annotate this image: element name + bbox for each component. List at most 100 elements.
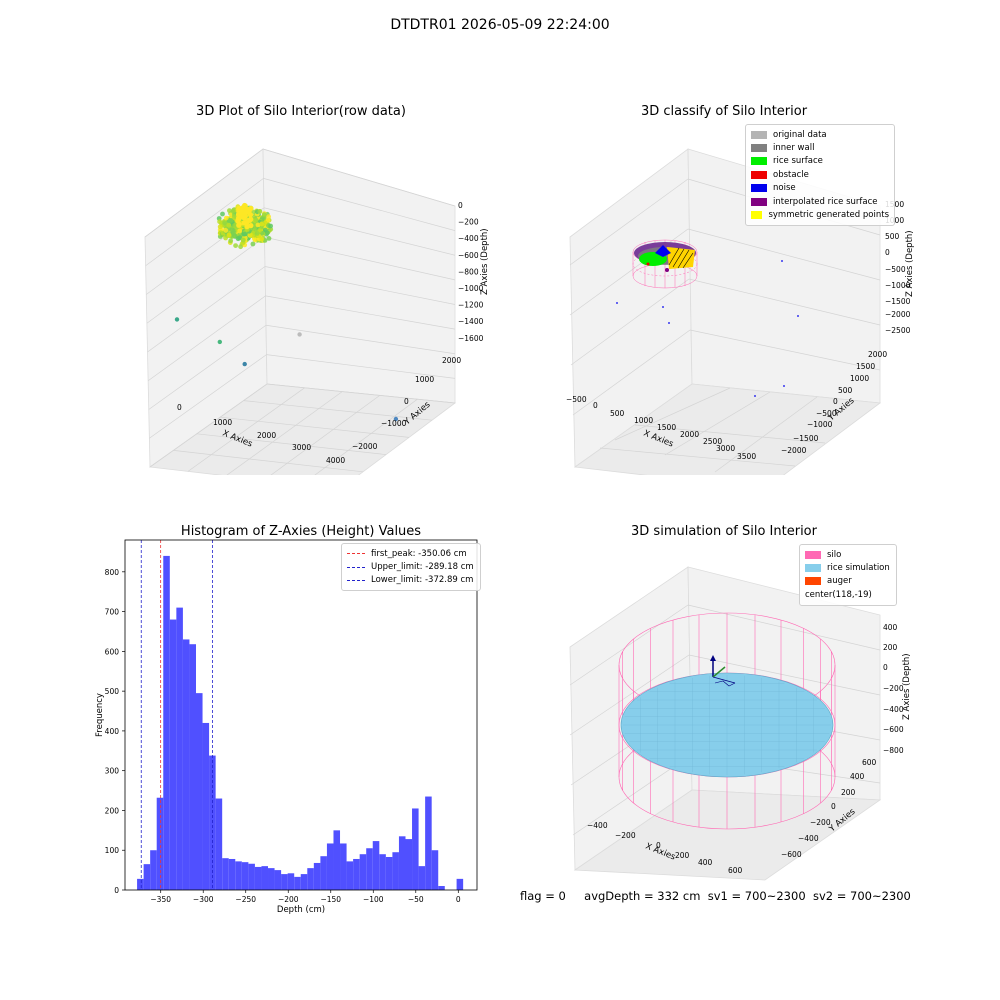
p4-ztick: −400	[883, 705, 904, 714]
histogram-bar	[143, 864, 151, 890]
legend-swatch	[805, 577, 821, 586]
histogram-bar	[281, 874, 288, 890]
histogram-bar	[412, 808, 419, 890]
x-tick-label: −100	[363, 895, 384, 904]
x-tick-label: 0	[456, 895, 461, 904]
p4-xtick: −200	[615, 831, 636, 840]
avg-depth: avgDepth = 332 cm	[584, 889, 701, 903]
histogram-bar	[222, 858, 229, 890]
legend-label: Upper_limit: -289.18 cm	[371, 562, 474, 573]
cluster-point	[230, 208, 236, 214]
y-tick-label: 700	[105, 608, 120, 617]
p2-xtick: 1500	[657, 423, 676, 432]
cluster-point	[222, 220, 227, 226]
histogram-frame	[124, 539, 478, 891]
cluster-point	[253, 217, 259, 223]
p1-xtick: 4000	[326, 456, 345, 465]
legend-item-lower-limit: Lower_limit: -372.89 cm	[347, 574, 475, 587]
cluster-point	[233, 243, 238, 248]
grid-line	[149, 383, 268, 468]
p4-ztick: 400	[883, 623, 898, 632]
p1-ztick: −200	[458, 218, 479, 227]
p4-ytick: 200	[841, 788, 856, 797]
p1-ztick: −800	[458, 267, 479, 276]
grid-line	[270, 395, 381, 475]
grid-line	[149, 354, 267, 439]
p4-ztick: 0	[883, 663, 888, 672]
legend-line	[347, 566, 365, 568]
grid-line	[173, 450, 364, 473]
legend-label: Lower_limit: -372.89 cm	[371, 575, 474, 586]
histogram-reference-lines	[140, 540, 213, 890]
grid-line	[263, 178, 456, 231]
p1-ytick: −2000	[352, 442, 378, 451]
histogram-bar	[353, 858, 360, 890]
panel2-legend: original data inner wall rice surface ob…	[745, 124, 895, 226]
cluster-point	[227, 208, 232, 213]
legend-item-center: center(118,-19)	[805, 588, 891, 601]
cluster-point	[238, 244, 243, 250]
p4-zlabel: Z Axies (Depth)	[902, 653, 912, 720]
p2-zlabel: Z Axies (Depth)	[905, 230, 915, 297]
panel4-title: 3D simulation of Silo Interior	[631, 524, 817, 539]
histogram-bar	[156, 797, 164, 890]
histogram-bar	[379, 854, 386, 890]
legend-label: center(118,-19)	[805, 589, 872, 600]
p4-ztick: −600	[883, 725, 904, 734]
legend-item-rice-simulation: rice simulation	[805, 561, 891, 574]
grid-line	[262, 148, 456, 207]
cluster-point	[266, 236, 272, 241]
cluster-point	[265, 230, 270, 236]
histogram-bar	[176, 607, 183, 890]
histogram-bar	[195, 693, 203, 890]
p4-xtick: 600	[728, 866, 743, 875]
sv2-range: sv2 = 700~2300	[812, 889, 911, 903]
p2-ytick: 500	[838, 386, 853, 395]
p1-ztick: −400	[458, 234, 479, 243]
p4-ztick: −800	[883, 746, 904, 755]
grid-line	[220, 416, 410, 438]
panel1-3d-plot: 0 1000 2000 3000 4000 −2000 −1000 1000 2…	[144, 148, 490, 475]
p4-ztick: −200	[883, 684, 904, 693]
histogram-bar	[235, 861, 242, 890]
histogram-bar	[248, 863, 255, 890]
p2-ztick: −1500	[885, 297, 911, 306]
histogram-bar	[300, 874, 308, 890]
p4-ytick: 0	[831, 802, 836, 811]
outlier-point	[217, 339, 222, 345]
legend-swatch	[805, 550, 821, 559]
cluster-point	[226, 222, 232, 228]
histogram-bar	[340, 843, 347, 890]
p2-xtick: 3000	[716, 444, 735, 453]
p2-ztick: −2500	[885, 326, 911, 335]
legend-swatch	[751, 211, 763, 220]
cluster-point	[226, 232, 232, 238]
p4-xtick: −400	[587, 821, 608, 830]
legend-item-noise: noise	[751, 182, 889, 195]
cluster-point	[244, 224, 250, 230]
p4-ztick: 200	[883, 643, 898, 652]
cluster-point	[217, 224, 223, 230]
legend-item-inner-wall: inner wall	[751, 141, 889, 154]
histogram-bar	[326, 843, 334, 890]
histogram-bar	[405, 839, 413, 890]
cluster-point	[259, 221, 265, 227]
p1-ytick: 1000	[415, 375, 434, 384]
legend-swatch	[751, 144, 767, 153]
p4-xtick: 200	[675, 851, 690, 860]
cluster-point	[254, 231, 260, 236]
x-tick-label: −300	[193, 895, 214, 904]
legend-label: inner wall	[773, 143, 815, 154]
grid-line	[264, 266, 456, 305]
histogram-bar	[169, 619, 177, 890]
grid-line	[263, 207, 456, 256]
cluster-point	[237, 228, 243, 234]
p1-ztick: −1200	[458, 301, 484, 310]
rice-simulation-surface	[620, 672, 834, 778]
outlier-point	[393, 416, 399, 422]
histogram-bars	[137, 555, 464, 890]
x-tick-label: −350	[150, 895, 171, 904]
histogram-bar	[438, 886, 445, 890]
histogram-bar	[372, 841, 380, 890]
y-tick-label: 300	[105, 767, 120, 776]
